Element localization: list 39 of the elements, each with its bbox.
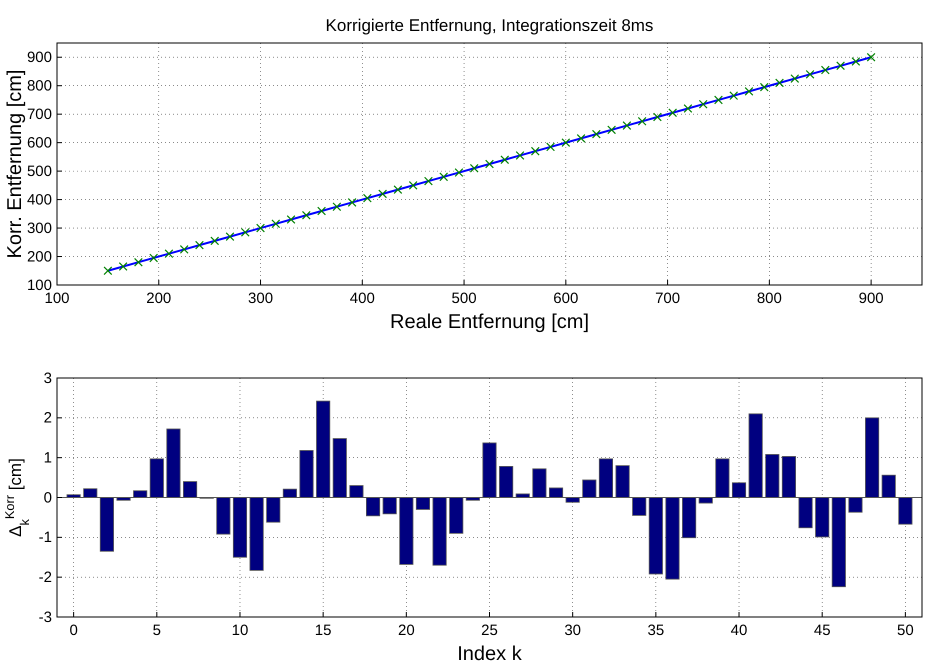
chart-title: Korrigierte Entfernung, Integrationszeit 8ms — [326, 16, 654, 35]
y-tick-label: 400 — [26, 191, 52, 208]
y-tick-label: 700 — [26, 106, 52, 123]
y-tick-label: 600 — [26, 134, 52, 152]
x-tick-label: 600 — [553, 290, 578, 307]
x-tick-label: 45 — [814, 622, 831, 639]
x-tick-label: 500 — [452, 290, 477, 307]
y-tick-label: 900 — [26, 49, 52, 66]
y-tick-label: -2 — [38, 568, 52, 586]
y-axis-title: Korr. Entfernung [cm] — [4, 70, 26, 258]
x-tick-label: 15 — [314, 622, 332, 639]
y-tick-label: 300 — [26, 220, 52, 237]
x-tick-label: 20 — [398, 622, 415, 639]
x-tick-label: 40 — [730, 622, 748, 639]
x-tick-label: 800 — [756, 290, 782, 307]
y-tick-label: 0 — [44, 489, 52, 506]
x-axis-title: Reale Entfernung [cm] — [390, 311, 589, 333]
y-tick-label: 500 — [26, 162, 52, 180]
x-axis-title: Index k — [457, 643, 523, 665]
y-tick-label: 100 — [26, 276, 52, 294]
x-tick-label: 200 — [146, 290, 172, 307]
x-tick-label: 35 — [648, 622, 664, 639]
x-tick-label: 25 — [481, 622, 498, 639]
x-tick-label: 0 — [69, 622, 78, 639]
x-tick-label: 700 — [655, 290, 680, 307]
y-tick-label: 1 — [44, 449, 52, 466]
y-tick-label: -1 — [38, 529, 52, 546]
x-tick-label: 300 — [248, 290, 274, 307]
y-tick-label: 200 — [26, 248, 52, 266]
x-tick-label: 10 — [232, 622, 248, 639]
y-tick-label: 2 — [44, 410, 52, 427]
x-tick-label: 400 — [350, 290, 375, 307]
y-tick-label: -3 — [38, 608, 52, 626]
x-tick-label: 50 — [897, 622, 914, 639]
x-tick-label: 900 — [858, 290, 884, 307]
x-tick-label: 5 — [152, 622, 161, 639]
y-tick-label: 3 — [44, 370, 52, 387]
x-tick-label: 30 — [564, 622, 582, 639]
y-tick-label: 800 — [26, 78, 52, 95]
